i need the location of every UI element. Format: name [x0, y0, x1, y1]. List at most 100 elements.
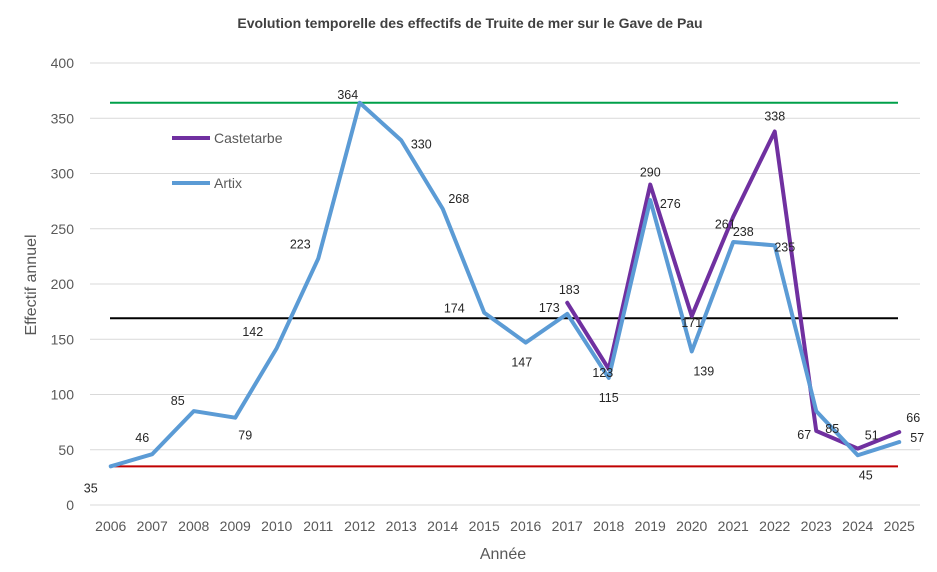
data-label-artix: 268 [448, 192, 469, 206]
data-point [358, 101, 362, 105]
x-tick-label: 2023 [801, 518, 832, 534]
data-point [731, 215, 735, 219]
x-tick-label: 2014 [427, 518, 458, 534]
y-axis-title: Effectif annuel [23, 234, 40, 335]
data-point [482, 311, 486, 315]
data-point [607, 376, 611, 380]
y-tick-label: 350 [51, 110, 75, 126]
data-point [690, 314, 694, 318]
x-axis-title: Année [480, 546, 526, 563]
data-label-artix: 235 [774, 240, 795, 254]
data-point [399, 138, 403, 142]
data-label-artix: 139 [693, 364, 714, 378]
data-label-artix: 238 [733, 225, 754, 239]
data-label-artix: 223 [290, 238, 311, 252]
data-point [856, 447, 860, 451]
data-point [731, 240, 735, 244]
data-point [648, 183, 652, 187]
data-point [690, 349, 694, 353]
x-tick-label: 2010 [261, 518, 292, 534]
data-point [316, 257, 320, 261]
data-label-artix: 173 [539, 301, 560, 315]
data-label-castetarbe: 290 [640, 166, 661, 180]
x-tick-label: 2018 [593, 518, 624, 534]
data-point [109, 464, 113, 468]
y-axis-ticks: 0 50 100 150 200 250 300 350 400 [51, 55, 75, 513]
y-tick-label: 250 [51, 221, 75, 237]
y-tick-label: 300 [51, 166, 75, 182]
data-point [150, 452, 154, 456]
data-label-castetarbe: 183 [559, 283, 580, 297]
y-tick-label: 200 [51, 276, 75, 292]
data-label-artix: 57 [910, 431, 924, 445]
data-label-artix: 45 [859, 468, 873, 482]
legend-label: Artix [214, 175, 242, 191]
y-tick-label: 50 [58, 442, 74, 458]
series-lines [108, 100, 902, 469]
x-tick-label: 2015 [469, 518, 500, 534]
x-tick-label: 2021 [718, 518, 749, 534]
x-tick-label: 2017 [552, 518, 583, 534]
data-point [856, 453, 860, 457]
data-label-artix: 115 [599, 391, 619, 405]
x-tick-label: 2020 [676, 518, 707, 534]
x-axis-ticks: 2006 2007 2008 2009 2010 2011 2012 2013 2014 2015… [95, 518, 915, 534]
x-tick-label: 2011 [303, 518, 333, 534]
data-point [192, 409, 196, 413]
chart-title: Evolution temporelle des effectifs de Tr… [237, 15, 702, 31]
legend-label: Castetarbe [214, 130, 283, 146]
data-label-castetarbe: 338 [764, 110, 785, 124]
x-tick-label: 2016 [510, 518, 541, 534]
data-point [897, 430, 901, 434]
data-label-castetarbe: 171 [681, 316, 702, 330]
data-label-artix: 330 [411, 137, 432, 151]
data-label-castetarbe: 123 [592, 366, 613, 380]
data-label-artix: 35 [84, 481, 98, 495]
data-point [814, 409, 818, 413]
x-tick-label: 2009 [220, 518, 251, 534]
data-label-artix: 276 [660, 197, 681, 211]
data-label-artix: 142 [242, 325, 263, 339]
x-tick-label: 2007 [137, 518, 168, 534]
data-label-artix: 364 [337, 88, 358, 102]
x-tick-label: 2008 [178, 518, 209, 534]
data-point [897, 440, 901, 444]
data-point [441, 207, 445, 211]
x-tick-label: 2022 [759, 518, 790, 534]
x-tick-label: 2025 [884, 518, 915, 534]
y-tick-label: 0 [66, 497, 74, 513]
data-point [565, 301, 569, 305]
data-labels: 183 123 290 171 261 338 67 51 66 35 46 85 79 142 223 36… [84, 88, 924, 496]
x-tick-label: 2012 [344, 518, 375, 534]
data-label-artix: 79 [238, 429, 252, 443]
x-tick-label: 2019 [635, 518, 666, 534]
data-point [814, 429, 818, 433]
y-tick-label: 150 [51, 331, 75, 347]
data-point [524, 341, 528, 345]
y-tick-label: 400 [51, 55, 75, 71]
data-point [233, 416, 237, 420]
data-label-artix: 85 [825, 422, 839, 436]
data-point [773, 130, 777, 134]
x-tick-label: 2006 [95, 518, 126, 534]
y-tick-label: 100 [51, 387, 75, 403]
data-label-castetarbe: 51 [865, 429, 879, 443]
gridlines [90, 62, 920, 506]
series-line-artix [108, 100, 902, 469]
data-label-artix: 174 [444, 302, 465, 316]
data-label-artix: 147 [511, 356, 532, 370]
x-tick-label: 2024 [842, 518, 873, 534]
reference-lines [110, 101, 898, 468]
data-label-castetarbe: 261 [715, 218, 736, 232]
data-point [275, 346, 279, 350]
data-label-artix: 85 [171, 394, 185, 408]
data-point [773, 243, 777, 247]
data-label-castetarbe: 66 [906, 411, 920, 425]
data-point [565, 312, 569, 316]
data-point [648, 198, 652, 202]
data-label-castetarbe: 67 [797, 428, 811, 442]
data-label-artix: 46 [135, 431, 149, 445]
legend: Castetarbe Artix [172, 130, 283, 191]
